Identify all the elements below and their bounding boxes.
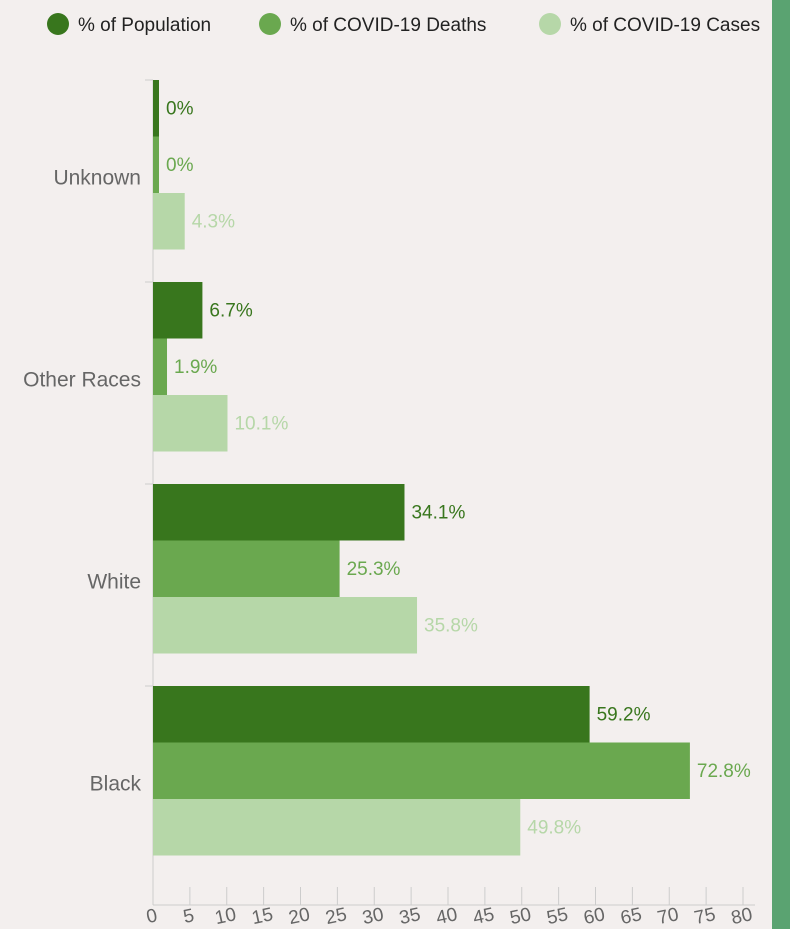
data-label: 0% — [166, 98, 194, 119]
x-tick-label: 70 — [656, 904, 681, 929]
legend-label: % of COVID-19 Deaths — [290, 15, 486, 36]
axes: Unknown Other Races White Black 0 5 10 15 20 25 30… — [23, 79, 755, 929]
bar — [153, 80, 159, 137]
data-label: 4.3% — [192, 211, 235, 232]
x-tick-label: 10 — [213, 904, 238, 929]
bar — [153, 136, 159, 193]
x-tick-label: 0 — [144, 905, 159, 928]
bar — [153, 484, 405, 541]
data-label: 72.8% — [697, 761, 751, 782]
x-tick-label: 75 — [692, 904, 717, 929]
x-tick-label: 5 — [181, 905, 196, 928]
category-label: Unknown — [53, 167, 141, 190]
legend-swatch — [539, 13, 561, 35]
data-label: 49.8% — [527, 817, 581, 838]
x-tick-label: 15 — [250, 904, 275, 929]
x-tick-label: 65 — [619, 904, 644, 929]
x-tick-label: 80 — [729, 904, 754, 929]
data-label: 6.7% — [209, 300, 252, 321]
legend-swatch — [47, 13, 69, 35]
data-label: 1.9% — [174, 357, 217, 378]
x-tick-label: 40 — [434, 904, 459, 929]
bar — [153, 799, 521, 856]
bar — [153, 742, 690, 799]
category-label: Black — [90, 773, 142, 796]
bar — [153, 540, 340, 597]
bar — [153, 686, 590, 743]
x-tick-label: 20 — [287, 904, 312, 929]
x-tick-label: 50 — [508, 904, 533, 929]
data-label: 0% — [166, 155, 194, 176]
x-tick-label: 30 — [361, 904, 386, 929]
legend: % of Population % of COVID-19 Deaths % of … — [47, 13, 760, 36]
bar — [153, 597, 418, 654]
category-label: White — [87, 571, 141, 594]
x-tick-label: 60 — [582, 904, 607, 929]
data-label: 25.3% — [347, 559, 401, 580]
legend-swatch — [259, 13, 281, 35]
bar — [153, 395, 228, 452]
bar — [153, 282, 203, 339]
legend-label: % of Population — [78, 15, 211, 36]
labels: 0% 0% 4.3% 6.7% 1.9% 10.1% 34.1% 25.3% 35.8% 59.2… — [166, 98, 751, 838]
data-label: 59.2% — [597, 704, 651, 725]
data-label: 35.8% — [424, 615, 478, 636]
x-tick-label: 55 — [545, 904, 570, 929]
x-tick-label: 45 — [471, 904, 496, 929]
bars — [153, 80, 690, 856]
category-label: Other Races — [23, 369, 141, 392]
x-tick-label: 25 — [324, 904, 349, 929]
data-label: 34.1% — [411, 502, 465, 523]
x-tick-label: 35 — [397, 904, 422, 929]
bar — [153, 338, 168, 395]
legend-label: % of COVID-19 Cases — [570, 15, 760, 36]
side-panel — [772, 0, 790, 929]
bar — [153, 193, 185, 250]
data-label: 10.1% — [234, 413, 288, 434]
